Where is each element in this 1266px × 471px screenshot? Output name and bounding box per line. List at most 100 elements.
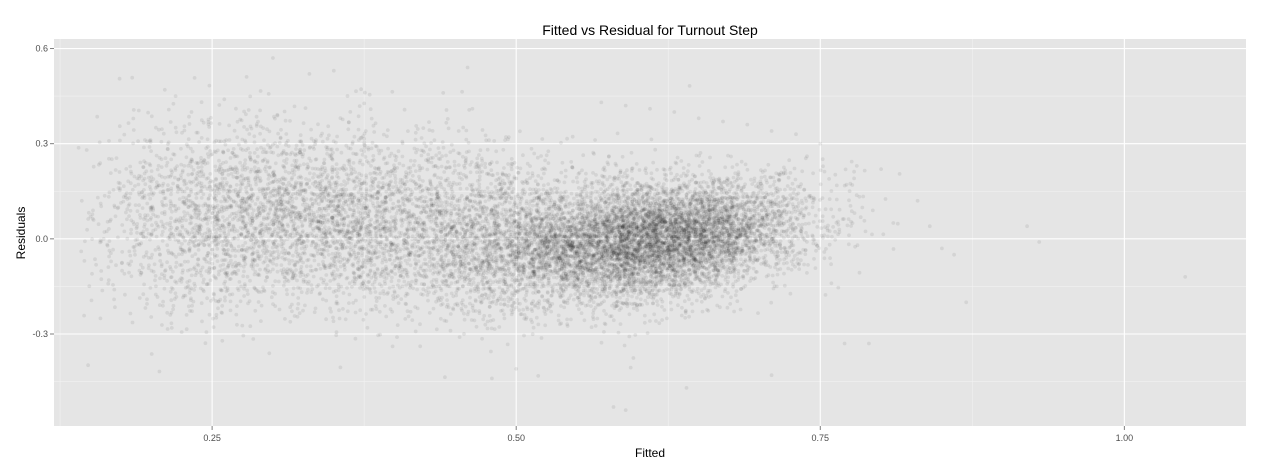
data-point	[636, 277, 641, 281]
data-point	[696, 201, 701, 206]
data-point	[712, 235, 717, 239]
data-point	[742, 227, 747, 232]
data-point	[692, 247, 696, 252]
data-point	[706, 169, 711, 173]
data-point	[720, 261, 725, 265]
data-point	[643, 215, 648, 220]
data-point	[726, 291, 730, 295]
data-point	[836, 222, 841, 227]
data-point	[669, 222, 673, 227]
data-point	[676, 227, 680, 232]
data-point	[690, 302, 694, 306]
data-point	[665, 268, 670, 273]
data-point	[692, 234, 697, 239]
data-point	[679, 225, 684, 230]
data-point	[602, 279, 607, 284]
data-point	[811, 200, 815, 205]
data-point	[761, 236, 765, 241]
data-point	[741, 207, 746, 212]
major-gridlines	[54, 39, 1246, 426]
data-point	[761, 260, 766, 265]
data-point	[827, 242, 832, 247]
data-point	[675, 269, 680, 274]
data-point	[701, 190, 706, 195]
data-point	[635, 295, 639, 300]
data-point	[761, 199, 766, 204]
data-point	[804, 230, 808, 235]
data-point	[556, 239, 561, 244]
data-point	[673, 274, 677, 279]
data-point	[617, 248, 622, 253]
data-point	[682, 251, 687, 256]
data-point	[717, 254, 722, 259]
data-point	[720, 215, 724, 220]
data-point	[719, 252, 724, 257]
data-point	[667, 230, 672, 235]
data-point	[670, 205, 675, 210]
data-point	[574, 175, 579, 180]
data-point	[702, 228, 706, 233]
data-point	[598, 245, 603, 250]
data-point	[786, 266, 791, 271]
data-point	[739, 189, 743, 193]
data-point	[629, 258, 634, 262]
data-point	[647, 214, 651, 219]
data-point	[559, 207, 563, 212]
data-point	[791, 191, 796, 195]
data-point	[706, 184, 711, 189]
data-point	[629, 187, 633, 192]
data-point	[741, 207, 746, 212]
data-point	[629, 289, 634, 294]
data-point	[631, 224, 636, 229]
data-point	[616, 256, 621, 261]
data-point	[693, 258, 698, 262]
data-point	[562, 244, 566, 249]
data-point	[659, 253, 664, 257]
data-point	[590, 271, 595, 276]
data-point	[858, 215, 863, 220]
data-point	[775, 272, 780, 277]
data-point	[682, 299, 687, 304]
data-point	[665, 234, 670, 239]
data-point	[684, 272, 689, 277]
data-point	[756, 244, 761, 249]
data-point	[601, 217, 606, 222]
data-point	[665, 205, 670, 209]
data-point	[652, 227, 657, 232]
data-point	[665, 249, 669, 253]
data-point	[638, 250, 643, 254]
data-point	[667, 231, 672, 236]
data-point	[643, 250, 648, 254]
data-point	[807, 195, 811, 199]
data-point	[630, 213, 634, 217]
data-point	[619, 262, 623, 267]
data-point	[796, 262, 801, 267]
data-point	[644, 213, 649, 218]
data-point	[696, 211, 700, 215]
data-point	[646, 232, 651, 237]
data-point	[687, 314, 691, 319]
data-point	[631, 228, 636, 233]
data-point	[696, 243, 701, 248]
data-point	[557, 290, 561, 295]
data-point	[815, 225, 820, 229]
data-point	[786, 234, 791, 239]
data-point	[710, 199, 714, 204]
data-point	[711, 217, 716, 222]
data-point	[781, 194, 785, 199]
data-point	[791, 248, 796, 253]
data-point	[638, 263, 643, 268]
data-point	[682, 235, 686, 239]
data-point	[570, 248, 574, 253]
data-point	[741, 285, 746, 290]
data-point	[759, 168, 763, 173]
data-point	[702, 265, 707, 270]
data-point	[662, 172, 667, 177]
data-point	[782, 261, 786, 266]
data-point	[592, 230, 596, 234]
data-point	[663, 215, 668, 220]
data-point	[655, 206, 660, 211]
data-point	[574, 270, 579, 275]
data-point	[852, 176, 856, 181]
data-point	[772, 212, 776, 216]
